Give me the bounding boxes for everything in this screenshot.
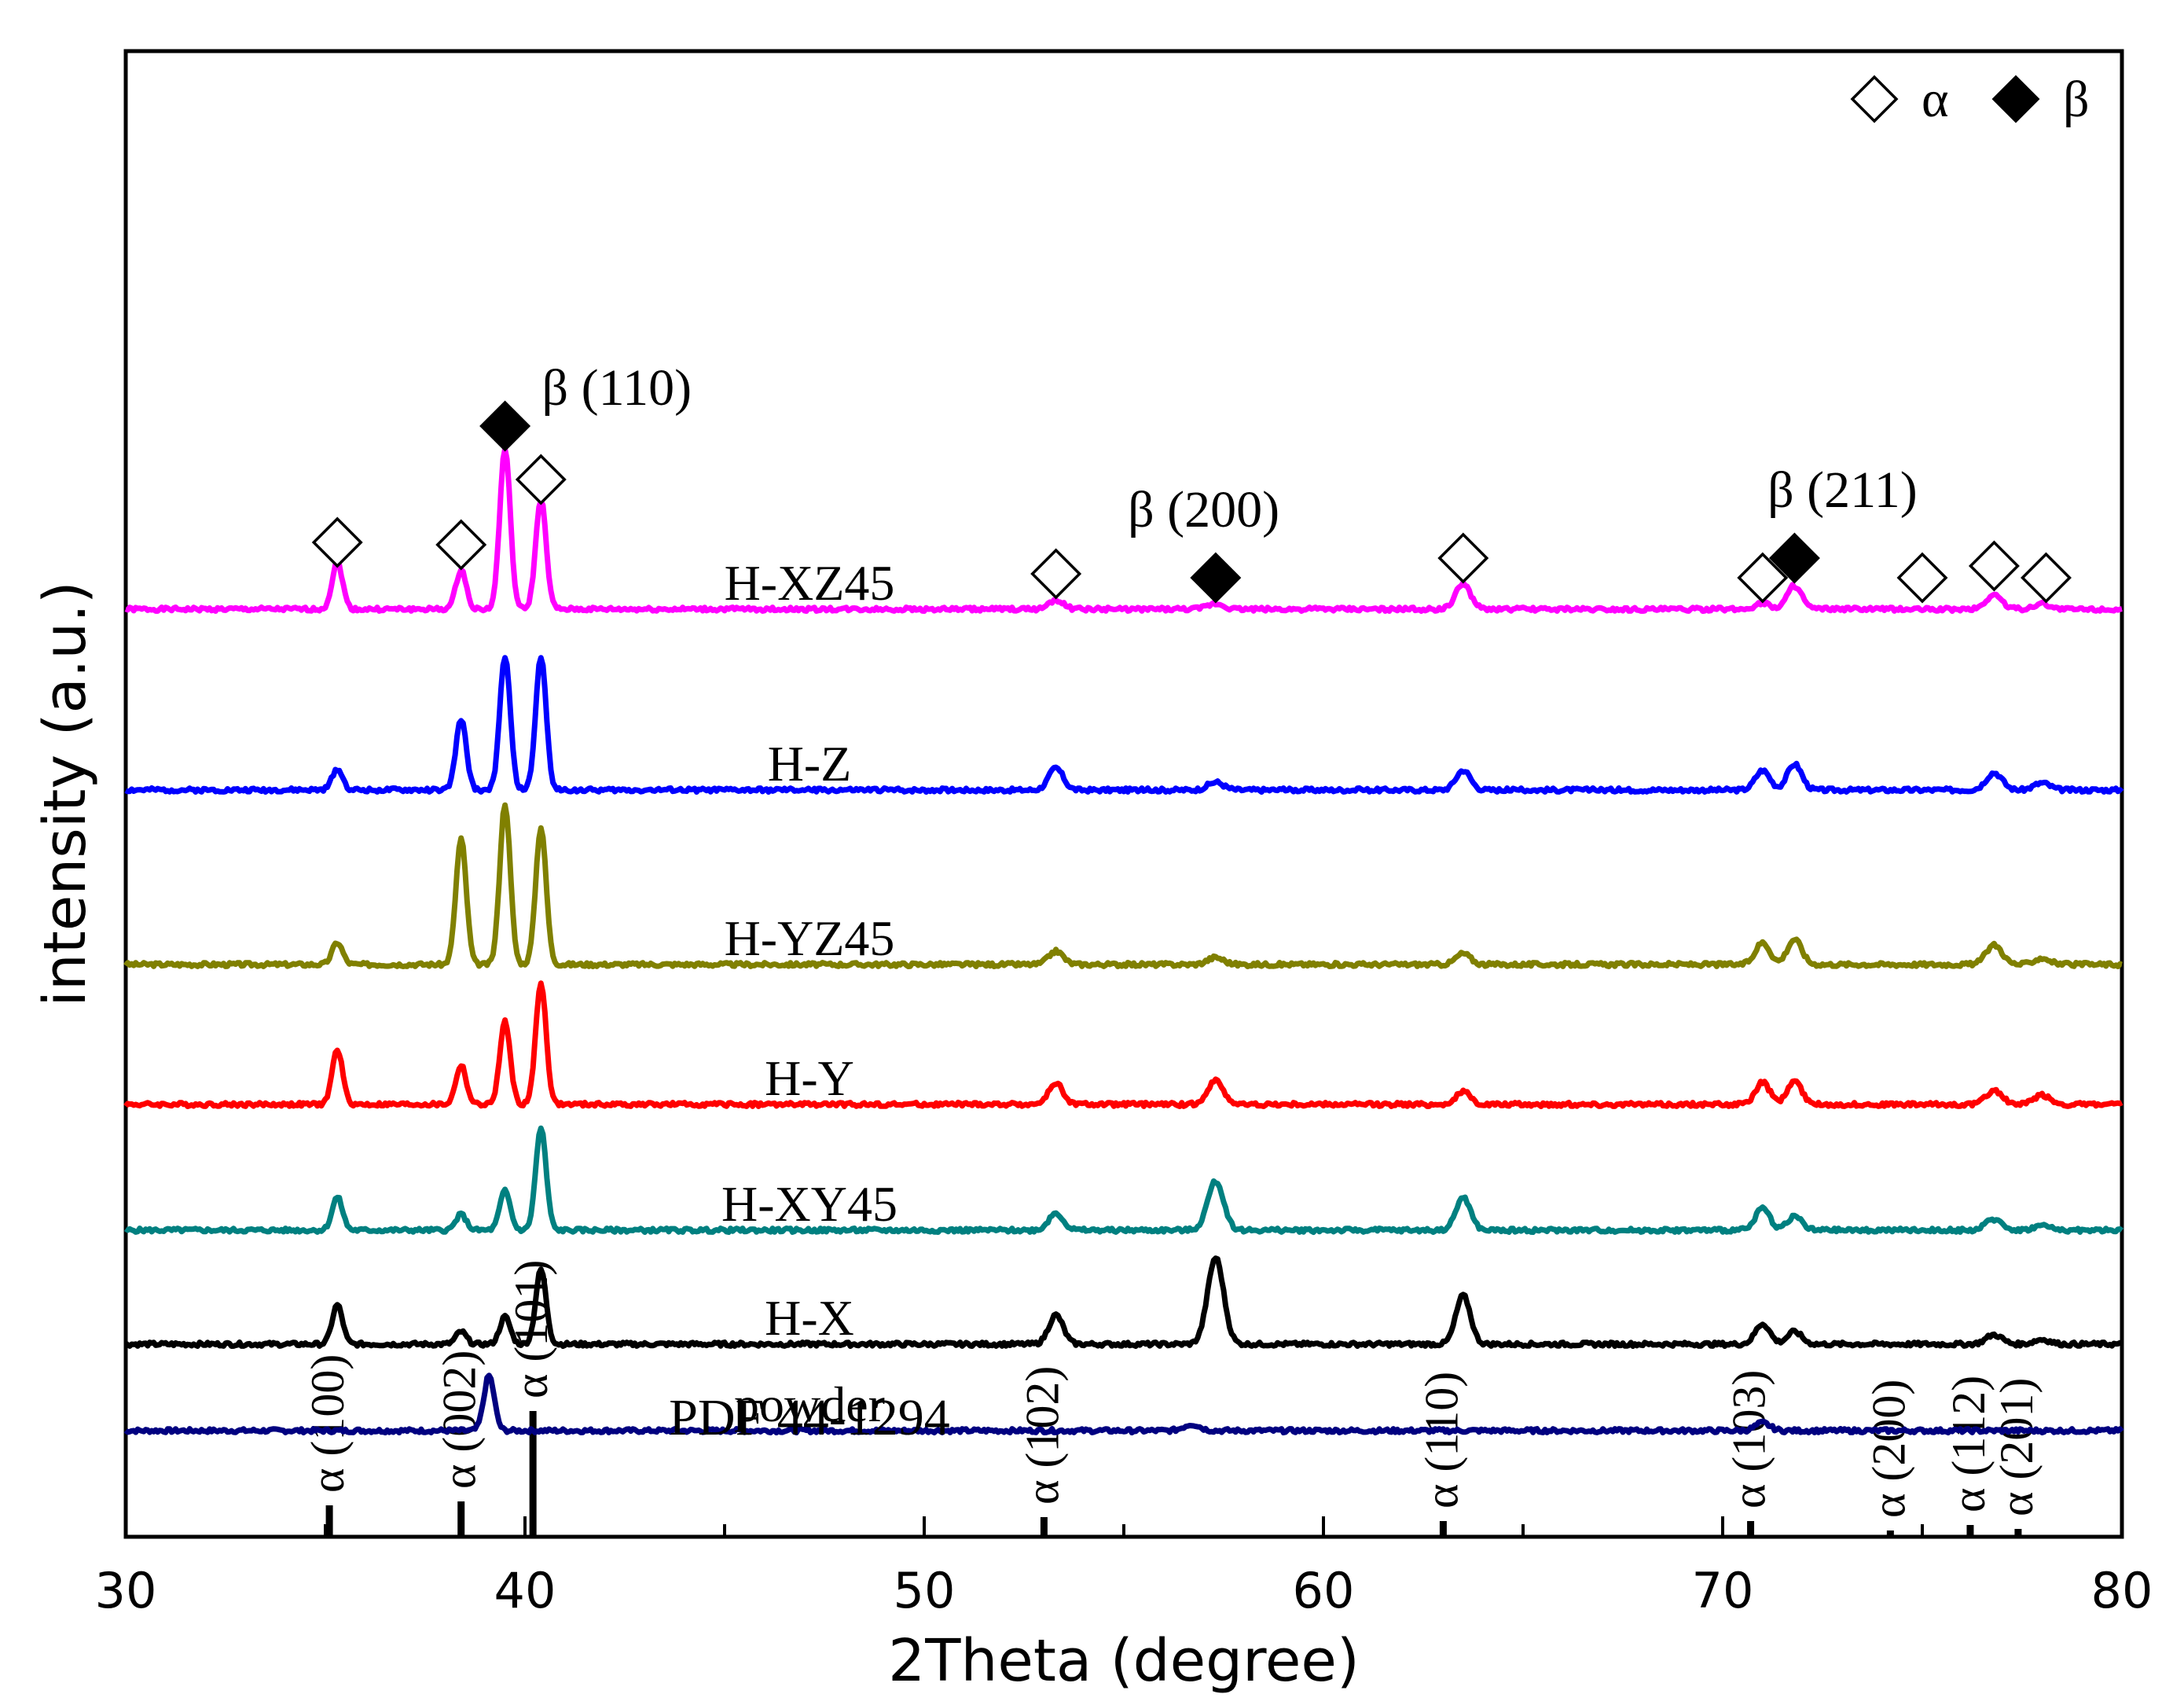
reference-peak-label: α (103) (1723, 1370, 1775, 1508)
series-label-h-z: H-Z (768, 736, 852, 792)
marker-layer: β (110) β (200) β (211) (311, 359, 2072, 604)
series-line-h-z (124, 655, 2124, 795)
x-tick-label: 70 (1692, 1562, 1754, 1619)
x-tick-label: 40 (494, 1562, 556, 1619)
beta-peak-annotation: β (200) (1128, 481, 1279, 538)
alpha-diamond-icon (1737, 552, 1789, 604)
series-label-powder: powder (734, 1376, 885, 1432)
alpha-diamond-icon (435, 519, 487, 571)
y-axis-label: intensity (a.u.) (31, 581, 99, 1006)
legend-beta-label: β (2063, 71, 2090, 128)
alpha-diamond-icon (1968, 540, 2020, 592)
series-label-h-x: H-X (765, 1290, 854, 1346)
legend-beta-diamond-icon (1991, 75, 2040, 123)
beta-peak-annotation: β (110) (542, 359, 692, 417)
beta-diamond-icon (479, 400, 531, 452)
alpha-diamond-icon (515, 454, 567, 505)
x-tick-label: 50 (894, 1562, 956, 1619)
series-label-h-yz45: H-YZ45 (725, 910, 895, 966)
reference-peak-label: α (110) (1415, 1372, 1467, 1508)
x-tick-label: 60 (1293, 1562, 1355, 1619)
reference-layer: α (100) α (002)α (101)α (102) α (110) α (10… (302, 1260, 2043, 1537)
series-line-h-x (123, 1255, 2123, 1349)
series-line-h-xz45 (124, 446, 2123, 614)
reference-label: PDF 44-1294 (669, 1389, 950, 1446)
alpha-diamond-icon (311, 516, 363, 568)
reference-peak-label: α (112) (1943, 1376, 1995, 1512)
legend: α β (1850, 71, 2090, 128)
axis-layer: 30 40 50 60 70 80 (95, 1516, 2153, 1619)
beta-diamond-icon (1190, 552, 1242, 604)
series-line-h-yz45 (123, 802, 2123, 969)
alpha-diamond-icon (1896, 552, 1948, 604)
x-tick-label: 80 (2091, 1562, 2153, 1619)
alpha-diamond-icon (1030, 548, 1082, 600)
beta-peak-annotation: β (211) (1767, 461, 1918, 519)
reference-peak-label: α (201) (1991, 1378, 2043, 1516)
series-line-h-xy45 (123, 1125, 2124, 1235)
series-line-h-y (123, 980, 2123, 1109)
legend-alpha-label: α (1922, 71, 1949, 128)
series-label-h-xz45: H-XZ45 (725, 555, 895, 611)
series-line-powder (123, 1372, 2124, 1435)
series-label-h-y: H-Y (765, 1050, 854, 1106)
x-tick-label: 30 (95, 1562, 157, 1619)
reference-peak-label: α (102) (1016, 1366, 1068, 1505)
reference-peak-label: α (200) (1863, 1380, 1914, 1518)
alpha-diamond-icon (2021, 552, 2072, 604)
series-label-h-xy45: H-XY45 (721, 1176, 897, 1232)
alpha-diamond-icon (1437, 532, 1489, 584)
reference-peak-label: α (100) (302, 1354, 354, 1493)
legend-alpha-diamond-icon (1850, 75, 1899, 123)
x-axis-label: 2Theta (degree) (888, 1627, 1360, 1695)
series-layer: H-XZ45 H-Z H-YZ45 H-Y H-XY45 H-X powder (123, 446, 2124, 1435)
beta-diamond-icon (1768, 532, 1820, 584)
